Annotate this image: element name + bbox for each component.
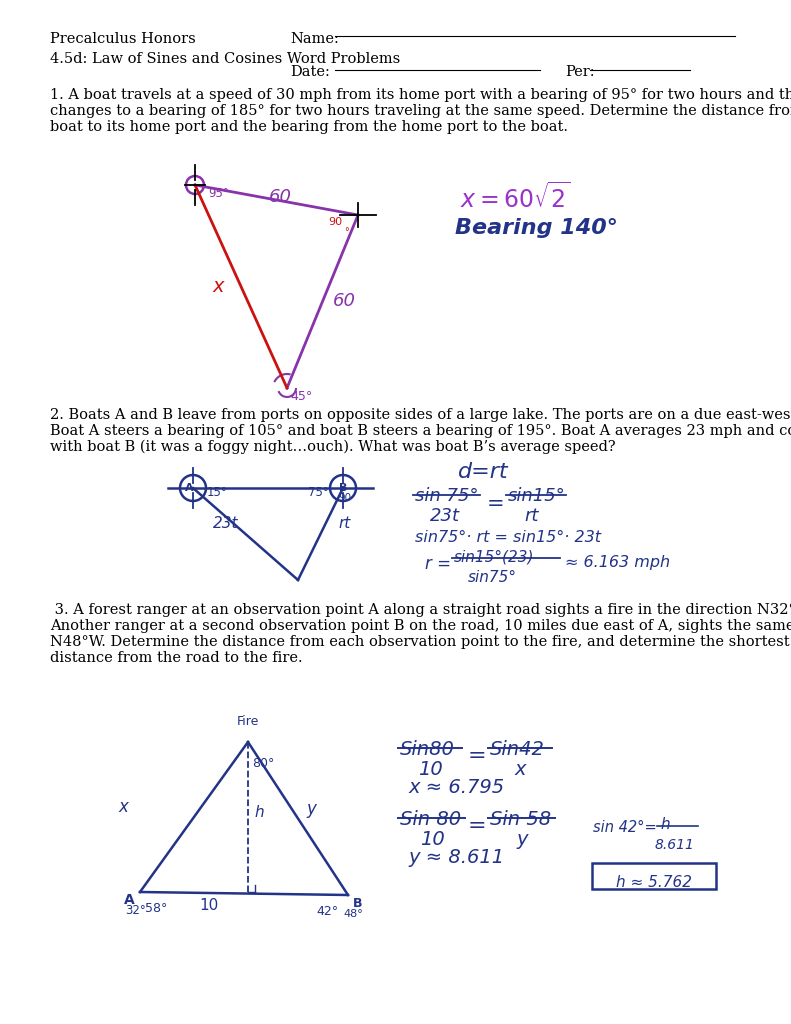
Text: B: B xyxy=(339,483,347,493)
Text: d=rt: d=rt xyxy=(458,462,509,482)
Text: x: x xyxy=(118,798,128,816)
Text: 3. A forest ranger at an observation point A along a straight road sights a fire: 3. A forest ranger at an observation poi… xyxy=(50,603,791,617)
Text: 8.611: 8.611 xyxy=(655,838,694,852)
Text: B: B xyxy=(353,897,362,910)
Text: Per:: Per: xyxy=(565,65,595,79)
Text: Precalculus Honors: Precalculus Honors xyxy=(50,32,195,46)
Text: Boat A steers a bearing of 105° and boat B steers a bearing of 195°. Boat A aver: Boat A steers a bearing of 105° and boat… xyxy=(50,424,791,438)
Text: 23t: 23t xyxy=(213,516,239,531)
Text: 75°: 75° xyxy=(308,486,329,499)
Text: 90: 90 xyxy=(338,493,351,503)
Text: boat to its home port and the bearing from the home port to the boat.: boat to its home port and the bearing fr… xyxy=(50,120,568,134)
Text: rt: rt xyxy=(524,507,539,525)
Text: °: ° xyxy=(344,227,349,237)
Text: rt: rt xyxy=(338,516,350,531)
Text: 10: 10 xyxy=(199,898,218,913)
Text: Sin80: Sin80 xyxy=(400,740,455,759)
Text: 42°: 42° xyxy=(316,905,338,918)
Text: ≈ 6.163 mph: ≈ 6.163 mph xyxy=(565,555,670,570)
Text: 60: 60 xyxy=(332,293,355,310)
Text: 48°: 48° xyxy=(343,909,363,919)
FancyBboxPatch shape xyxy=(592,863,716,889)
Text: y ≈ 8.611: y ≈ 8.611 xyxy=(408,848,504,867)
Text: Name:: Name: xyxy=(290,32,339,46)
Text: sin15°(23): sin15°(23) xyxy=(454,550,535,565)
Text: r =: r = xyxy=(425,555,451,573)
Text: h: h xyxy=(660,817,670,831)
Text: with boat B (it was a foggy night…ouch). What was boat B’s average speed?: with boat B (it was a foggy night…ouch).… xyxy=(50,440,615,455)
Text: 23t: 23t xyxy=(430,507,460,525)
Text: sin 42°=: sin 42°= xyxy=(593,820,657,835)
Text: N48°W. Determine the distance from each observation point to the fire, and deter: N48°W. Determine the distance from each … xyxy=(50,635,789,649)
Text: y: y xyxy=(516,830,528,849)
Text: 2. Boats A and B leave from ports on opposite sides of a large lake. The ports a: 2. Boats A and B leave from ports on opp… xyxy=(50,408,791,422)
Text: =: = xyxy=(468,746,486,766)
Text: Sin 80: Sin 80 xyxy=(400,810,461,829)
Text: Bearing 140°: Bearing 140° xyxy=(455,218,618,238)
Text: 60: 60 xyxy=(268,188,292,206)
Text: x ≈ 6.795: x ≈ 6.795 xyxy=(408,778,504,797)
Text: h: h xyxy=(254,805,263,820)
Text: 1. A boat travels at a speed of 30 mph from its home port with a bearing of 95° : 1. A boat travels at a speed of 30 mph f… xyxy=(50,88,791,102)
Text: A: A xyxy=(184,483,193,493)
Text: x: x xyxy=(213,278,225,296)
Text: 10: 10 xyxy=(420,830,445,849)
Text: Another ranger at a second observation point B on the road, 10 miles due east of: Another ranger at a second observation p… xyxy=(50,618,791,633)
Text: 90: 90 xyxy=(328,217,343,227)
Text: Fire: Fire xyxy=(237,715,259,728)
Text: changes to a bearing of 185° for two hours traveling at the same speed. Determin: changes to a bearing of 185° for two hou… xyxy=(50,104,791,118)
Text: Sin 58: Sin 58 xyxy=(490,810,551,829)
Text: $x=60\sqrt{2}$: $x=60\sqrt{2}$ xyxy=(460,182,570,213)
Text: 32°: 32° xyxy=(125,904,146,918)
Text: sin 75°: sin 75° xyxy=(415,487,479,505)
Text: sin15°: sin15° xyxy=(508,487,566,505)
Text: sin75°· rt = sin15°· 23t: sin75°· rt = sin15°· 23t xyxy=(415,530,601,545)
Text: 4.5d: Law of Sines and Cosines Word Problems: 4.5d: Law of Sines and Cosines Word Prob… xyxy=(50,52,400,66)
Text: 15°: 15° xyxy=(207,486,228,499)
Text: sin75°: sin75° xyxy=(468,570,517,585)
Text: 95°: 95° xyxy=(208,187,229,200)
Text: Sin42: Sin42 xyxy=(490,740,545,759)
Text: 80°: 80° xyxy=(252,757,274,770)
Text: x: x xyxy=(514,760,525,779)
Text: Date:: Date: xyxy=(290,65,330,79)
Text: 45°: 45° xyxy=(290,390,312,403)
Text: =: = xyxy=(487,494,505,514)
Text: 10: 10 xyxy=(418,760,443,779)
Text: 58°: 58° xyxy=(145,902,168,915)
Text: h ≈ 5.762: h ≈ 5.762 xyxy=(616,874,692,890)
Text: y: y xyxy=(306,800,316,817)
Text: distance from the road to the fire.: distance from the road to the fire. xyxy=(50,651,303,665)
Text: A: A xyxy=(124,893,134,907)
Text: =: = xyxy=(468,816,486,836)
